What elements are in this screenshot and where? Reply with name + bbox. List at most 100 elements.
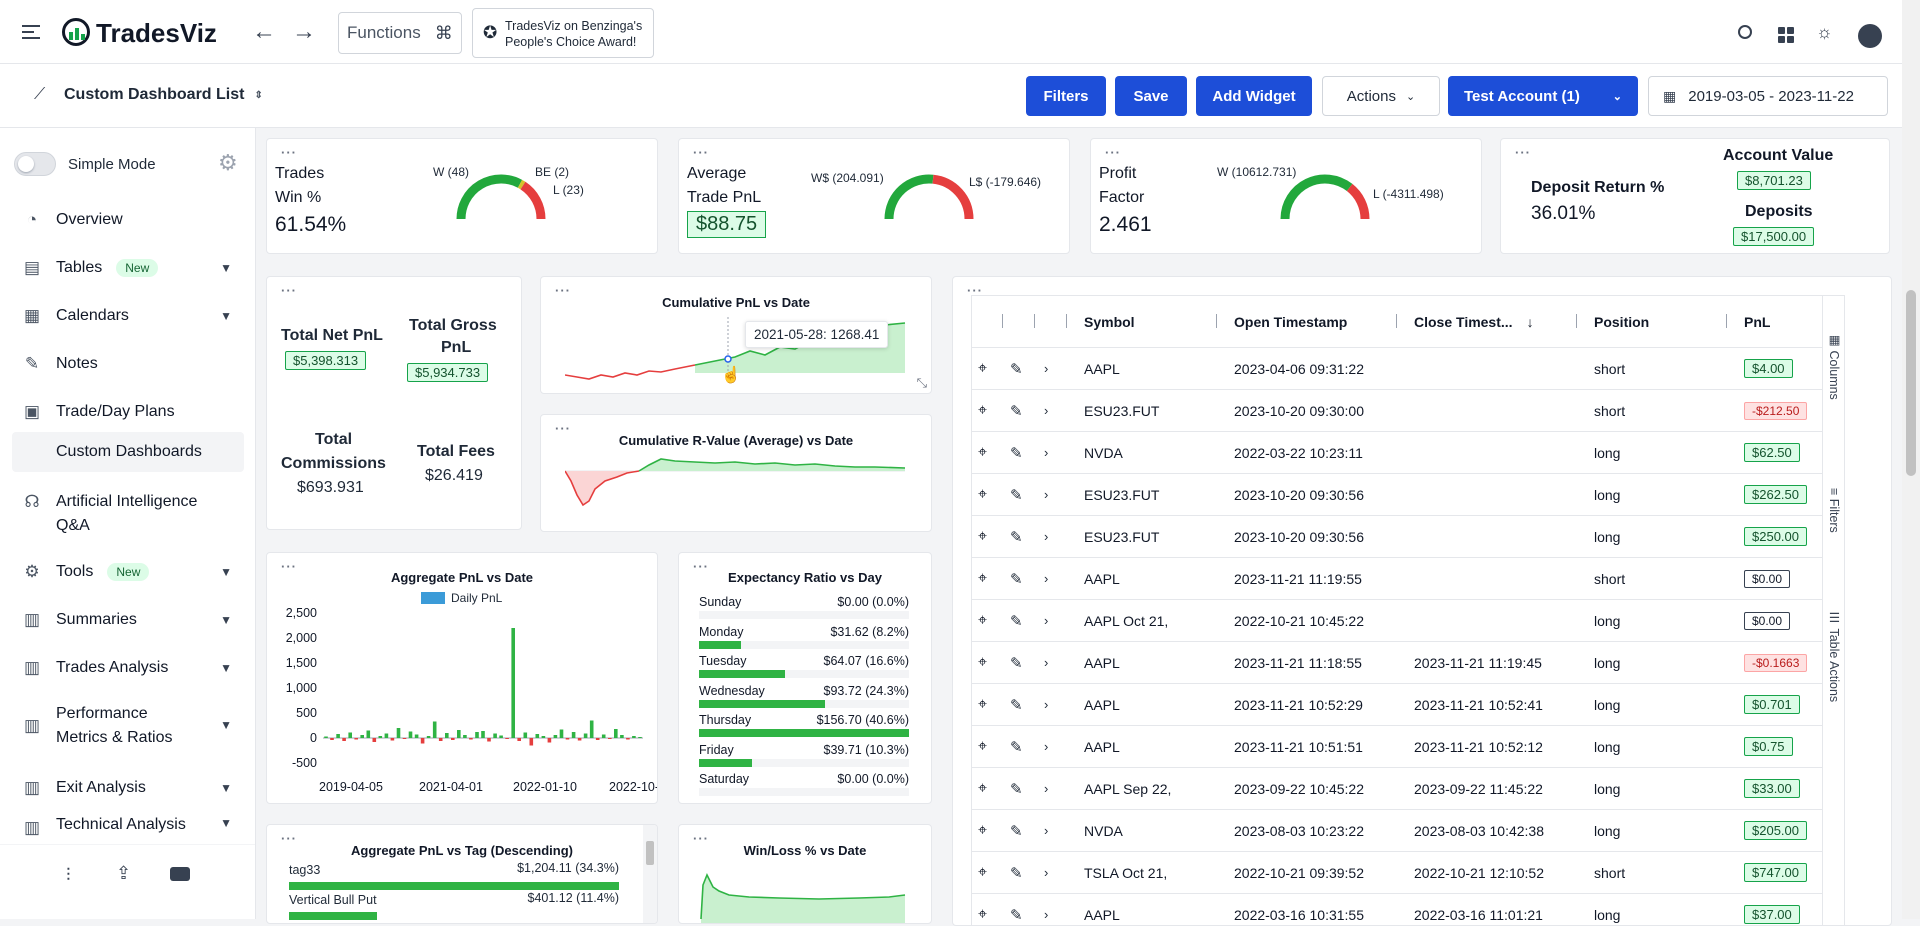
chevron-right-icon[interactable]: ›: [1044, 361, 1049, 376]
edit-pencil-icon[interactable]: ✎: [1010, 822, 1023, 840]
chart-legend[interactable]: Daily PnL: [421, 591, 502, 605]
pnl-bar[interactable]: [529, 738, 534, 746]
crosshair-icon[interactable]: ⌖: [978, 821, 988, 839]
table-row[interactable]: ⌖ ✎ › NVDA 2023-08-03 10:23:22 2023-08-03 10:…: [972, 810, 1822, 852]
hamburger-menu-icon[interactable]: [22, 25, 40, 39]
widget-menu-icon[interactable]: ···: [1515, 145, 1531, 160]
pnl-bar[interactable]: [348, 732, 352, 739]
table-row[interactable]: ⌖ ✎ › AAPL 2022-03-16 10:31:55 2022-03-16 11:…: [972, 894, 1822, 925]
pnl-bar[interactable]: [589, 720, 594, 739]
edit-pencil-icon[interactable]: ✎: [1010, 654, 1023, 672]
column-header-close[interactable]: Close Timest... ↓: [1414, 296, 1534, 348]
pnl-bar[interactable]: [577, 738, 582, 741]
sidebar-item-ai-qa[interactable]: ☊ Artificial Intelligence Q&A: [12, 490, 244, 538]
pnl-bar[interactable]: [638, 737, 642, 738]
crosshair-icon[interactable]: ⌖: [978, 779, 988, 797]
crosshair-icon[interactable]: ⌖: [978, 569, 988, 587]
pnl-bar[interactable]: [384, 733, 389, 739]
pnl-bar[interactable]: [608, 738, 612, 739]
pnl-bar[interactable]: [366, 730, 371, 739]
widget-menu-icon[interactable]: ···: [967, 283, 983, 298]
column-header-open[interactable]: Open Timestamp: [1234, 314, 1348, 330]
widget-menu-icon[interactable]: ···: [693, 145, 709, 160]
award-badge[interactable]: ✪ TradesViz on Benzinga's People's Choic…: [472, 8, 654, 58]
pnl-bar[interactable]: [565, 738, 570, 740]
sidebar-item-technical-analysis[interactable]: ▥ Technical Analysis ▼: [12, 816, 244, 838]
pnl-bar[interactable]: [360, 735, 364, 738]
sidebar-item-tables[interactable]: ▤ Tables New ▼: [12, 248, 244, 288]
chevron-right-icon[interactable]: ›: [1044, 907, 1049, 922]
edit-pencil-icon[interactable]: ✎: [1010, 402, 1023, 420]
card-scrollbar[interactable]: [643, 825, 657, 923]
chevron-right-icon[interactable]: ›: [1044, 571, 1049, 586]
table-row[interactable]: ⌖ ✎ › TSLA Oct 21, 2022-10-21 09:39:52 2022-1…: [972, 852, 1822, 894]
widget-menu-icon[interactable]: ···: [281, 283, 297, 298]
sort-desc-icon[interactable]: ↓: [1526, 314, 1534, 330]
pnl-bar[interactable]: [535, 734, 540, 738]
pnl-bar[interactable]: [342, 738, 346, 741]
add-widget-button[interactable]: Add Widget: [1196, 76, 1312, 116]
table-actions-tab[interactable]: ☰ Table Actions: [1827, 610, 1841, 703]
widget-menu-icon[interactable]: ···: [693, 559, 709, 574]
user-avatar-icon[interactable]: [1858, 24, 1882, 48]
sidebar-item-custom-dashboards[interactable]: Custom Dashboards: [12, 432, 244, 472]
table-row[interactable]: ⌖ ✎ › ESU23.FUT 2023-10-20 09:30:56 long $250.…: [972, 516, 1822, 558]
crosshair-icon[interactable]: ⌖: [978, 653, 988, 671]
crosshair-icon[interactable]: ⌖: [978, 737, 988, 755]
table-row[interactable]: ⌖ ✎ › ESU23.FUT 2023-10-20 09:30:56 long $262.…: [972, 474, 1822, 516]
widget-menu-icon[interactable]: ···: [281, 831, 297, 846]
table-row[interactable]: ⌖ ✎ › AAPL 2023-11-21 10:51:51 2023-11-21 10:…: [972, 726, 1822, 768]
pnl-bar[interactable]: [517, 738, 521, 741]
pnl-bar[interactable]: [626, 738, 630, 740]
pnl-bar[interactable]: [614, 729, 618, 738]
edit-pencil-icon[interactable]: ✎: [1010, 444, 1023, 462]
edit-pencil-icon[interactable]: ✎: [1010, 570, 1023, 588]
page-scrollbar[interactable]: [1902, 0, 1920, 919]
pnl-bar[interactable]: [481, 731, 485, 738]
widget-menu-icon[interactable]: ···: [281, 559, 297, 574]
resize-handle-icon[interactable]: ⤡: [916, 375, 927, 390]
sidebar-item-performance[interactable]: ▥ Performance Metrics & Ratios ▼: [12, 702, 244, 750]
pnl-bar[interactable]: [632, 736, 636, 738]
table-row[interactable]: ⌖ ✎ › AAPL 2023-11-21 11:18:55 2023-11-21 11:…: [972, 642, 1822, 684]
brand-logo-icon[interactable]: [62, 18, 90, 46]
widget-menu-icon[interactable]: ···: [693, 831, 709, 846]
pnl-bar[interactable]: [354, 738, 358, 740]
widget-menu-icon[interactable]: ···: [555, 283, 571, 298]
table-row[interactable]: ⌖ ✎ › AAPL Oct 21, 2022-10-21 10:45:22 long $0…: [972, 600, 1822, 642]
pnl-bar[interactable]: [457, 730, 461, 738]
pnl-bar[interactable]: [336, 734, 340, 738]
column-header-symbol[interactable]: Symbol: [1084, 314, 1135, 330]
pnl-bar[interactable]: [445, 733, 449, 738]
widget-menu-icon[interactable]: ···: [1105, 145, 1121, 160]
sliders-icon[interactable]: ⫶: [66, 865, 71, 885]
chevron-right-icon[interactable]: ›: [1044, 781, 1049, 796]
youtube-icon[interactable]: [170, 867, 190, 881]
sidebar-item-overview[interactable]: ◔ Overview: [12, 200, 244, 240]
pnl-bar[interactable]: [571, 732, 576, 738]
sidebar-item-plans[interactable]: ▣ Trade/Day Plans: [12, 392, 244, 432]
pnl-bar[interactable]: [463, 735, 467, 738]
column-header-pnl[interactable]: PnL: [1744, 314, 1771, 330]
crosshair-icon[interactable]: ⌖: [978, 905, 988, 923]
chevron-right-icon[interactable]: ›: [1044, 529, 1049, 544]
apps-grid-icon[interactable]: [1778, 27, 1794, 43]
crosshair-icon[interactable]: ⌖: [978, 443, 988, 461]
pnl-bar[interactable]: [620, 735, 624, 738]
crosshair-icon[interactable]: ⌖: [978, 611, 988, 629]
pnl-bar[interactable]: [583, 733, 588, 739]
save-button[interactable]: Save: [1115, 76, 1187, 116]
edit-pencil-icon[interactable]: ✎: [1010, 696, 1023, 714]
pnl-bar[interactable]: [324, 736, 328, 739]
table-row[interactable]: ⌖ ✎ › AAPL 2023-11-21 10:52:29 2023-11-21 10:…: [972, 684, 1822, 726]
filters-button[interactable]: Filters: [1026, 76, 1106, 116]
pnl-bar[interactable]: [559, 729, 564, 739]
pnl-bar[interactable]: [402, 738, 407, 739]
chevron-right-icon[interactable]: ›: [1044, 655, 1049, 670]
pnl-bar[interactable]: [553, 735, 558, 738]
brand-name[interactable]: TradesViz: [96, 18, 217, 48]
pnl-bar[interactable]: [420, 738, 425, 744]
table-row[interactable]: ⌖ ✎ › ESU23.FUT 2023-10-20 09:30:00 short -$21…: [972, 390, 1822, 432]
pnl-bar[interactable]: [414, 734, 419, 739]
chevron-right-icon[interactable]: ›: [1044, 865, 1049, 880]
